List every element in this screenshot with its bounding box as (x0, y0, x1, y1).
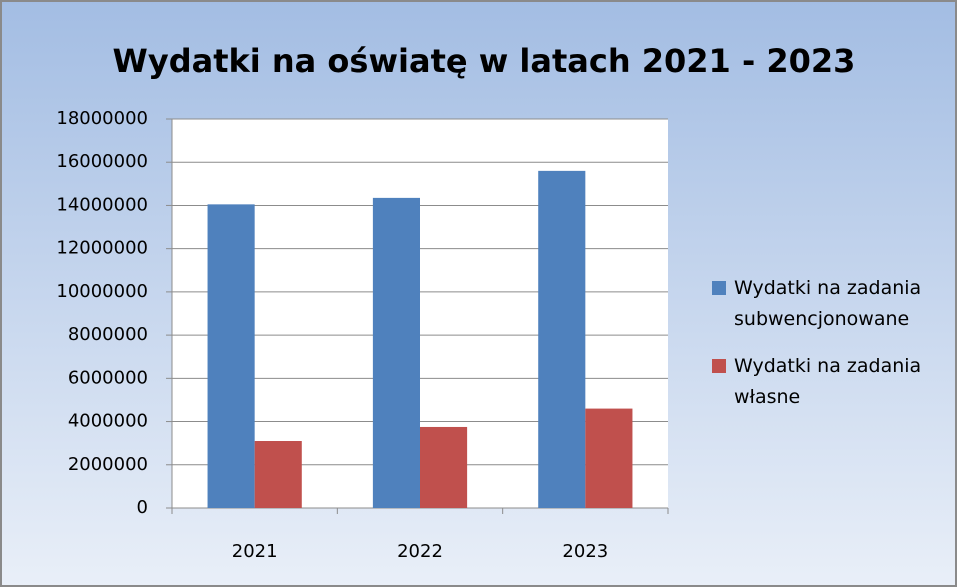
bar (372, 197, 420, 508)
y-tick-label: 14000000 (56, 194, 148, 215)
y-tick-label: 4000000 (68, 411, 148, 432)
x-tick-label: 2022 (397, 541, 443, 562)
y-tick-label: 18000000 (56, 108, 148, 129)
y-tick-label: 16000000 (56, 151, 148, 172)
bar (538, 170, 586, 508)
legend-label: Wydatki na zadania własne (734, 355, 922, 408)
y-tick-label: 10000000 (56, 281, 148, 302)
y-tick-label: 12000000 (56, 238, 148, 259)
y-tick-label: 0 (137, 497, 148, 518)
y-tick-label: 6000000 (68, 367, 148, 388)
chart-title: Wydatki na oświatę w latach 2021 - 2023 (113, 42, 856, 80)
y-tick-label: 2000000 (68, 454, 148, 475)
x-tick-label: 2021 (232, 541, 278, 562)
bar (585, 408, 633, 508)
legend-swatch (712, 281, 726, 295)
x-tick-label: 2023 (562, 541, 608, 562)
bar (207, 204, 255, 508)
y-tick-label: 8000000 (68, 324, 148, 345)
legend-label: Wydatki na zadania subwencjonowane (734, 277, 922, 330)
legend-swatch (712, 359, 726, 373)
bar (420, 426, 468, 508)
bar (254, 441, 302, 508)
